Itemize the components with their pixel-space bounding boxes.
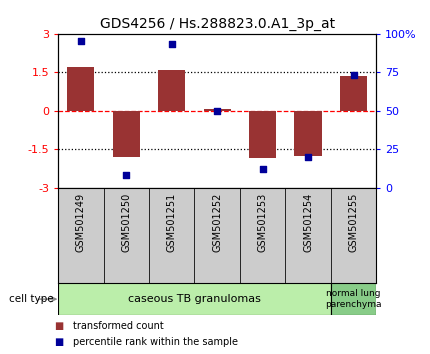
Point: [168, 41, 175, 47]
Text: GSM501253: GSM501253: [258, 193, 267, 252]
Bar: [58, 188, 104, 283]
Bar: [58, 283, 331, 315]
Text: transformed count: transformed count: [73, 321, 164, 331]
Title: GDS4256 / Hs.288823.0.A1_3p_at: GDS4256 / Hs.288823.0.A1_3p_at: [100, 17, 335, 31]
Point: [304, 154, 311, 160]
Bar: [104, 188, 149, 283]
Text: ■: ■: [54, 337, 63, 347]
Bar: [240, 188, 286, 283]
Bar: [249, 110, 276, 158]
Point: [259, 166, 266, 172]
Text: GSM501251: GSM501251: [167, 193, 177, 252]
Text: percentile rank within the sample: percentile rank within the sample: [73, 337, 238, 347]
Point: [214, 108, 221, 113]
Text: GSM501250: GSM501250: [121, 193, 131, 252]
Point: [77, 39, 84, 44]
Bar: [331, 283, 376, 315]
Text: GSM501252: GSM501252: [212, 193, 222, 252]
Bar: [113, 110, 140, 157]
Bar: [149, 188, 194, 283]
Bar: [286, 188, 331, 283]
Bar: [340, 76, 367, 110]
Point: [350, 72, 357, 78]
Point: [123, 172, 130, 178]
Text: cell type: cell type: [9, 294, 54, 304]
Text: caseous TB granulomas: caseous TB granulomas: [128, 294, 261, 304]
Bar: [158, 70, 185, 110]
Bar: [67, 67, 95, 110]
Text: normal lung
parenchyma: normal lung parenchyma: [325, 290, 382, 309]
Text: GSM501254: GSM501254: [303, 193, 313, 252]
Bar: [331, 188, 376, 283]
Bar: [203, 109, 231, 110]
Text: ■: ■: [54, 321, 63, 331]
Bar: [295, 110, 322, 155]
Bar: [194, 188, 240, 283]
Text: GSM501255: GSM501255: [349, 193, 359, 252]
Text: GSM501249: GSM501249: [76, 193, 86, 252]
